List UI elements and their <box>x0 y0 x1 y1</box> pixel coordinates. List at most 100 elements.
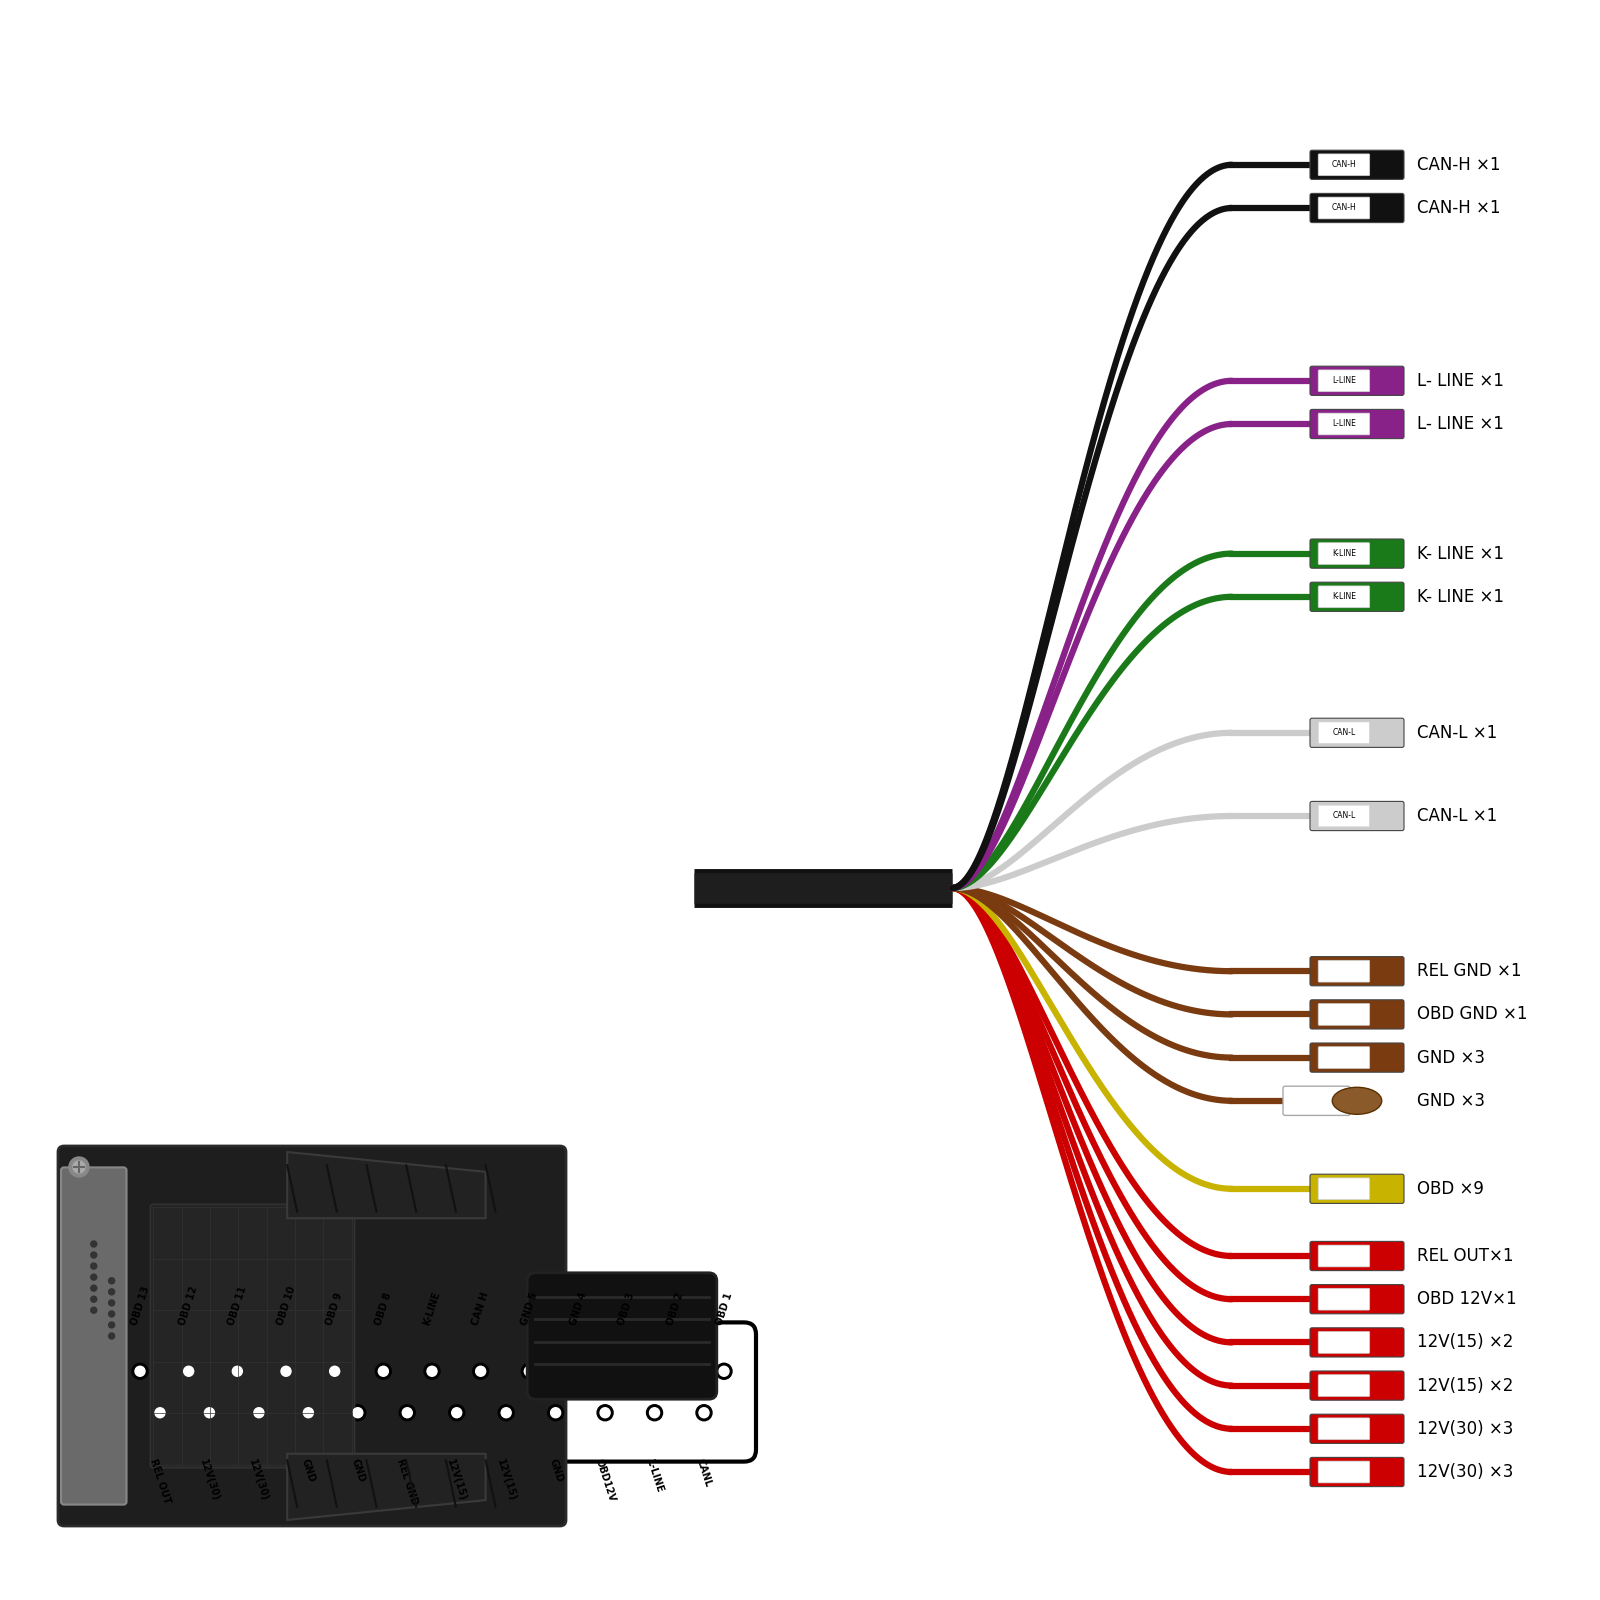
FancyBboxPatch shape <box>1310 718 1405 747</box>
Circle shape <box>570 1363 586 1379</box>
Circle shape <box>282 1366 291 1376</box>
Polygon shape <box>288 1454 486 1520</box>
Text: CAN-H: CAN-H <box>1331 160 1357 170</box>
Text: OBD12V: OBD12V <box>594 1458 616 1502</box>
Text: 12V(30) ×3: 12V(30) ×3 <box>1418 1419 1514 1438</box>
Circle shape <box>670 1366 680 1376</box>
Circle shape <box>525 1366 534 1376</box>
Circle shape <box>91 1274 96 1280</box>
Circle shape <box>155 1408 165 1418</box>
FancyBboxPatch shape <box>1318 154 1370 176</box>
Circle shape <box>597 1405 613 1421</box>
Text: CAN-H ×1: CAN-H ×1 <box>1418 198 1501 218</box>
FancyBboxPatch shape <box>1310 1414 1405 1443</box>
Text: REL GND: REL GND <box>395 1458 419 1506</box>
Circle shape <box>378 1366 389 1376</box>
Circle shape <box>91 1285 96 1291</box>
Circle shape <box>91 1242 96 1246</box>
FancyBboxPatch shape <box>1318 413 1370 435</box>
Circle shape <box>229 1363 245 1379</box>
Text: K-LINE: K-LINE <box>422 1290 442 1326</box>
FancyBboxPatch shape <box>1310 1043 1405 1072</box>
Circle shape <box>91 1253 96 1258</box>
Circle shape <box>301 1405 317 1421</box>
Circle shape <box>91 1262 96 1269</box>
Circle shape <box>619 1363 635 1379</box>
FancyBboxPatch shape <box>1318 1245 1370 1267</box>
Circle shape <box>181 1363 197 1379</box>
Circle shape <box>152 1405 168 1421</box>
Text: L-LINE: L-LINE <box>1333 376 1355 386</box>
FancyBboxPatch shape <box>1318 1003 1370 1026</box>
Circle shape <box>402 1408 413 1418</box>
Circle shape <box>109 1322 115 1328</box>
Text: GND ×3: GND ×3 <box>1418 1048 1485 1067</box>
Text: L-LINE: L-LINE <box>1333 419 1355 429</box>
Circle shape <box>427 1366 437 1376</box>
Circle shape <box>718 1366 730 1376</box>
Circle shape <box>109 1290 115 1294</box>
Text: GND 4: GND 4 <box>568 1291 589 1326</box>
FancyBboxPatch shape <box>1310 957 1405 986</box>
FancyBboxPatch shape <box>1310 366 1405 395</box>
Text: REL GND ×1: REL GND ×1 <box>1418 962 1522 981</box>
Text: OBD 2: OBD 2 <box>666 1291 685 1326</box>
FancyBboxPatch shape <box>1310 410 1405 438</box>
Text: CAN-L: CAN-L <box>1333 811 1355 821</box>
Text: GND: GND <box>299 1458 317 1483</box>
Text: K-LINE: K-LINE <box>1331 592 1355 602</box>
Circle shape <box>134 1366 146 1376</box>
Circle shape <box>547 1405 563 1421</box>
Circle shape <box>424 1363 440 1379</box>
Text: OBD 12: OBD 12 <box>178 1285 200 1326</box>
Circle shape <box>254 1408 264 1418</box>
Circle shape <box>600 1408 610 1418</box>
Text: REL OUT×1: REL OUT×1 <box>1418 1246 1514 1266</box>
FancyBboxPatch shape <box>1310 1458 1405 1486</box>
FancyBboxPatch shape <box>1283 1086 1350 1115</box>
Text: L-LINE: L-LINE <box>645 1458 664 1494</box>
Circle shape <box>109 1310 115 1317</box>
FancyBboxPatch shape <box>1318 1418 1370 1440</box>
Text: CAN H: CAN H <box>470 1291 491 1326</box>
Text: L- LINE ×1: L- LINE ×1 <box>1418 371 1504 390</box>
FancyBboxPatch shape <box>1318 586 1370 608</box>
Circle shape <box>69 1157 90 1178</box>
FancyBboxPatch shape <box>1310 1174 1405 1203</box>
Text: CAN-L ×1: CAN-L ×1 <box>1418 723 1498 742</box>
Text: GND 5: GND 5 <box>520 1291 539 1326</box>
Text: OBD 8: OBD 8 <box>373 1291 394 1326</box>
Circle shape <box>475 1366 486 1376</box>
Circle shape <box>109 1333 115 1339</box>
FancyBboxPatch shape <box>1318 722 1370 744</box>
FancyBboxPatch shape <box>1310 194 1405 222</box>
Circle shape <box>451 1408 462 1418</box>
FancyBboxPatch shape <box>1310 582 1405 611</box>
FancyBboxPatch shape <box>1310 1242 1405 1270</box>
FancyBboxPatch shape <box>1318 197 1370 219</box>
Text: OBD 1: OBD 1 <box>714 1291 734 1326</box>
Text: GND ×3: GND ×3 <box>1418 1091 1485 1110</box>
Circle shape <box>573 1366 582 1376</box>
Text: CAN-L ×1: CAN-L ×1 <box>1418 806 1498 826</box>
FancyBboxPatch shape <box>1310 1285 1405 1314</box>
FancyBboxPatch shape <box>1318 805 1370 827</box>
Text: K- LINE ×1: K- LINE ×1 <box>1418 587 1504 606</box>
FancyBboxPatch shape <box>1310 150 1405 179</box>
FancyBboxPatch shape <box>1318 1178 1370 1200</box>
Circle shape <box>717 1363 733 1379</box>
Circle shape <box>109 1278 115 1283</box>
Text: K- LINE ×1: K- LINE ×1 <box>1418 544 1504 563</box>
Text: 12V(30) ×3: 12V(30) ×3 <box>1418 1462 1514 1482</box>
FancyBboxPatch shape <box>109 1322 757 1462</box>
Text: REL OUT: REL OUT <box>149 1458 171 1506</box>
Circle shape <box>448 1405 464 1421</box>
FancyBboxPatch shape <box>1310 802 1405 830</box>
Circle shape <box>550 1408 560 1418</box>
Text: GND: GND <box>349 1458 366 1483</box>
Ellipse shape <box>1333 1088 1382 1114</box>
Circle shape <box>91 1307 96 1314</box>
Circle shape <box>251 1405 267 1421</box>
Circle shape <box>667 1363 683 1379</box>
Circle shape <box>650 1408 659 1418</box>
